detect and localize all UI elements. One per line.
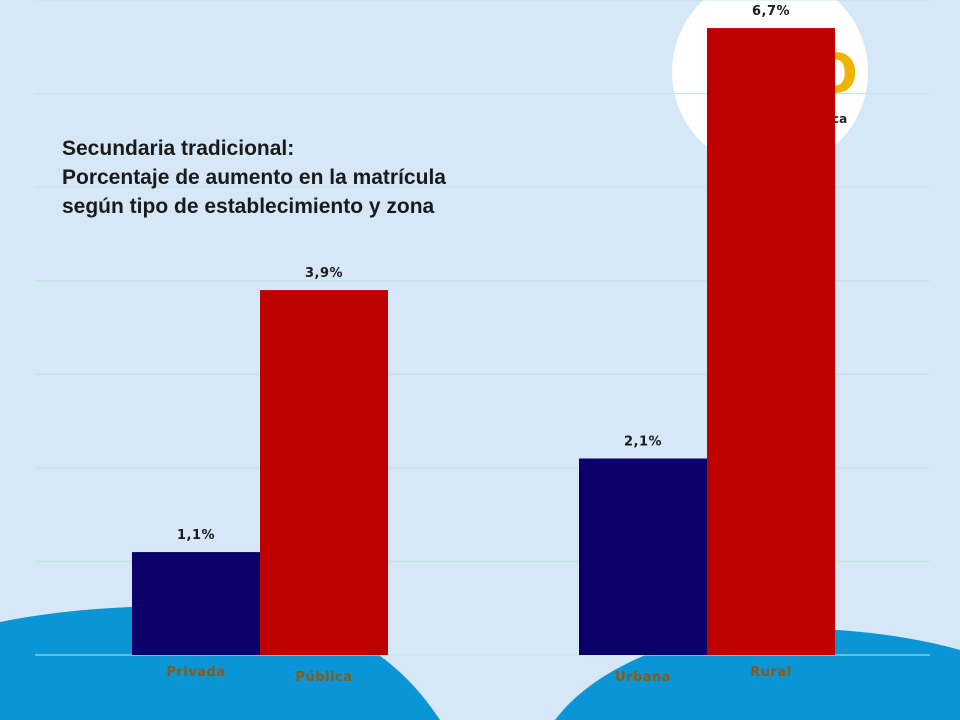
title-line-1: Secundaria tradicional: — [62, 137, 295, 160]
category-label: Privada — [166, 665, 225, 680]
title-line-3: según tipo de establecimiento y zona — [62, 195, 435, 218]
category-label: Urbana — [615, 670, 671, 685]
value-labels: 1,1% 3,9% 2,1% 6,7% — [177, 4, 790, 543]
title-line-2: Porcentaje de aumento en la matrícula — [62, 166, 446, 189]
bar-pblica — [260, 290, 388, 655]
category-label: Pública — [296, 670, 353, 685]
bar-rural — [707, 28, 835, 656]
bar-urbana — [579, 458, 707, 655]
chart-title: Secundaria tradicional: Porcentaje de au… — [62, 134, 446, 221]
value-label: 3,9% — [305, 266, 343, 281]
value-label: 6,7% — [752, 4, 790, 19]
right-wave — [555, 627, 960, 720]
category-labels: Privada Pública Urbana Rural — [166, 665, 791, 685]
value-label: 1,1% — [177, 528, 215, 543]
logo-fragment: ca — [832, 112, 847, 126]
category-label: Rural — [750, 665, 791, 680]
bars — [132, 28, 835, 656]
value-label: 2,1% — [624, 435, 662, 450]
bar-privada — [132, 552, 260, 655]
